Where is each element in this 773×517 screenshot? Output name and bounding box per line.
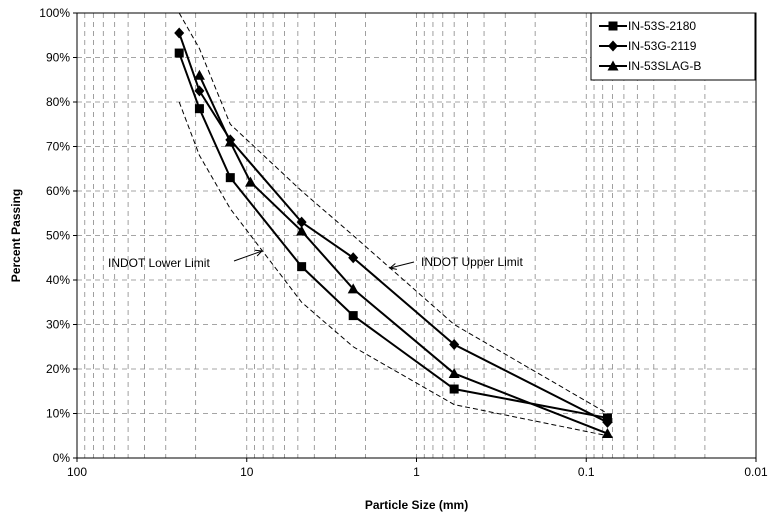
upper-limit-arrow <box>389 261 415 269</box>
series-point <box>194 104 204 114</box>
series-point <box>296 216 307 228</box>
y-tick-labels: 0% 10% 20% 30% 40% 50% 60% 70% 80% 90% 100% <box>39 6 77 465</box>
y-tick-label: 20% <box>46 362 70 376</box>
series-point <box>174 27 185 39</box>
series-1 <box>174 27 613 428</box>
legend-item: IN-53SLAG-B <box>599 59 701 73</box>
series-point <box>174 48 184 58</box>
y-tick-label: 60% <box>46 184 70 198</box>
legend-marker <box>608 21 618 31</box>
x-axis-title: Particle Size (mm) <box>365 498 468 512</box>
legend-item: IN-53S-2180 <box>599 19 696 33</box>
y-tick-label: 30% <box>46 318 70 332</box>
series-point <box>602 416 613 428</box>
series-point <box>449 384 459 394</box>
series-point <box>193 69 205 80</box>
series-point <box>296 225 308 236</box>
legend-marker <box>608 40 618 52</box>
x-tick-label: 0.01 <box>744 465 768 479</box>
series-point <box>225 173 235 183</box>
series-point <box>245 176 257 187</box>
y-axis-title: Percent Passing <box>9 189 23 282</box>
y-tick-label: 10% <box>46 407 70 421</box>
x-tick-label: 10 <box>240 465 254 479</box>
series-line <box>178 32 608 424</box>
y-tick-label: 40% <box>46 273 70 287</box>
x-tick-labels: 100 10 1 0.1 0.01 <box>67 458 768 479</box>
upper-limit-label: INDOT Upper Limit <box>421 255 523 269</box>
lower-limit-arrow-head <box>254 249 264 257</box>
y-tick-label: 80% <box>46 95 70 109</box>
x-tick-label: 0.1 <box>578 465 595 479</box>
series-point <box>449 339 460 351</box>
series-point <box>194 85 205 97</box>
legend-label: IN-53S-2180 <box>628 19 696 33</box>
lower-limit-label: INDOT Lower Limit <box>108 256 210 270</box>
series-point <box>448 367 460 378</box>
series-point <box>347 283 359 294</box>
series-line <box>198 74 608 435</box>
series-point <box>601 428 613 439</box>
limit-line-1 <box>178 12 608 414</box>
y-tick-label: 100% <box>39 6 70 20</box>
data-series <box>174 27 613 439</box>
y-tick-label: 0% <box>53 451 71 465</box>
legend-marker <box>607 60 619 71</box>
grid-lines <box>77 13 756 458</box>
lower-limit-arrow <box>233 250 263 262</box>
upper-limit-arrow-head <box>388 263 397 270</box>
y-tick-label: 90% <box>46 51 70 65</box>
y-tick-label: 50% <box>46 229 70 243</box>
legend-label: IN-53SLAG-B <box>628 59 701 73</box>
limit-lines <box>178 12 608 437</box>
series-2 <box>193 69 613 439</box>
legend-label: IN-53G-2119 <box>628 39 697 53</box>
series-point <box>348 252 359 264</box>
legend-item: IN-53G-2119 <box>599 39 697 53</box>
limit-line-0 <box>178 101 608 437</box>
series-point <box>348 311 358 321</box>
legend: IN-53S-2180 IN-53G-2119 IN-53SLAG-B <box>590 12 756 81</box>
x-tick-label: 1 <box>413 465 420 479</box>
x-tick-label: 100 <box>67 465 87 479</box>
series-point <box>224 136 236 147</box>
y-tick-label: 70% <box>46 140 70 154</box>
limit-annotations: INDOT Lower Limit INDOT Upper Limit <box>108 249 523 270</box>
series-point <box>297 262 307 272</box>
